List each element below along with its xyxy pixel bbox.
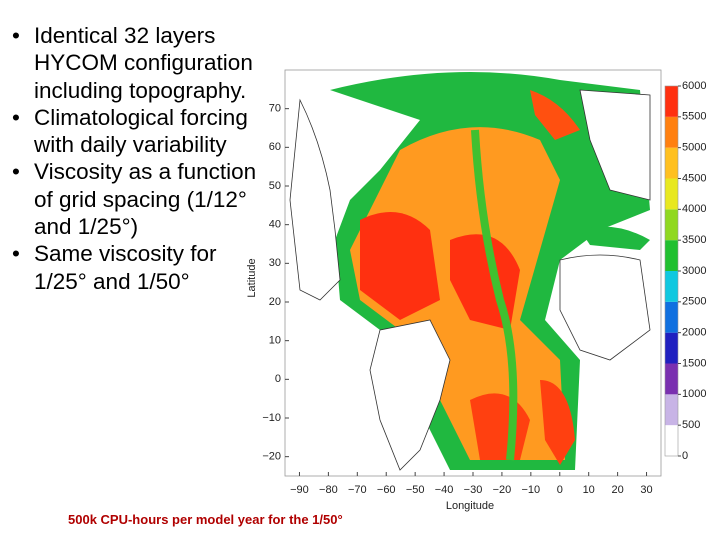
colorbar-tick-label: 3000 (682, 265, 706, 277)
colorbar-band (665, 147, 678, 179)
x-tick-label: −50 (406, 484, 425, 496)
y-tick-label: 0 (275, 373, 281, 385)
y-tick-label: 40 (269, 219, 281, 231)
colorbar-band (665, 116, 678, 148)
x-tick-label: −60 (377, 484, 396, 496)
colorbar-tick-label: 5000 (682, 142, 706, 154)
colorbar-tick-label: 1500 (682, 357, 706, 369)
colorbar-tick-label: 0 (682, 450, 688, 462)
y-tick-label: 50 (269, 180, 281, 192)
colorbar-band (665, 332, 678, 364)
x-tick-label: −70 (348, 484, 367, 496)
colorbar-band (665, 178, 678, 210)
y-tick-label: −10 (262, 412, 281, 424)
bullet: Identical 32 layers HYCOM configuration … (12, 22, 272, 104)
x-tick-label: −20 (493, 484, 512, 496)
colorbar-tick-label: 3500 (682, 234, 706, 246)
x-tick-label: −90 (290, 484, 309, 496)
y-tick-label: 20 (269, 296, 281, 308)
y-axis-label: Latitude (246, 258, 258, 297)
colorbar-band (665, 209, 678, 241)
colorbar-band (665, 86, 678, 117)
colorbar-tick-label: 2000 (682, 327, 706, 339)
colorbar-tick-label: 5500 (682, 111, 706, 123)
x-tick-label: −30 (464, 484, 483, 496)
y-tick-label: 70 (269, 103, 281, 115)
bullet: Same viscosity for 1/25° and 1/50° (12, 240, 272, 295)
x-tick-label: −40 (435, 484, 454, 496)
colorbar-band (665, 271, 678, 302)
colorbar-tick-label: 1000 (682, 388, 706, 400)
y-tick-label: −20 (262, 451, 281, 463)
colorbar-band (665, 394, 678, 426)
y-tick-label: 30 (269, 257, 281, 269)
colorbar-tick-label: 4000 (682, 203, 706, 215)
colorbar-band (665, 363, 678, 395)
x-tick-label: −10 (522, 484, 541, 496)
footnote: 500k CPU-hours per model year for the 1/… (68, 512, 343, 527)
colorbar-tick-label: 2500 (682, 296, 706, 308)
bullet: Climatological forcing with daily variab… (12, 104, 272, 159)
colorbar-band (665, 240, 678, 271)
bullet: Viscosity as a function of grid spacing … (12, 158, 272, 240)
x-tick-label: 20 (611, 484, 623, 496)
x-tick-label: 30 (640, 484, 652, 496)
y-tick-label: 60 (269, 141, 281, 153)
colorbar-band (665, 301, 678, 333)
map-image (289, 72, 651, 471)
x-axis-label: Longitude (446, 500, 494, 512)
colorbar-tick-label: 500 (682, 419, 700, 431)
x-tick-label: −80 (319, 484, 338, 496)
colorbar-band (665, 425, 678, 456)
x-tick-label: 10 (583, 484, 595, 496)
x-tick-label: 0 (557, 484, 563, 496)
colorbar-tick-label: 6000 (682, 80, 706, 92)
colorbar-tick-label: 4500 (682, 172, 706, 184)
y-tick-label: 10 (269, 335, 281, 347)
bullet-list: Identical 32 layers HYCOM configuration … (10, 22, 272, 295)
